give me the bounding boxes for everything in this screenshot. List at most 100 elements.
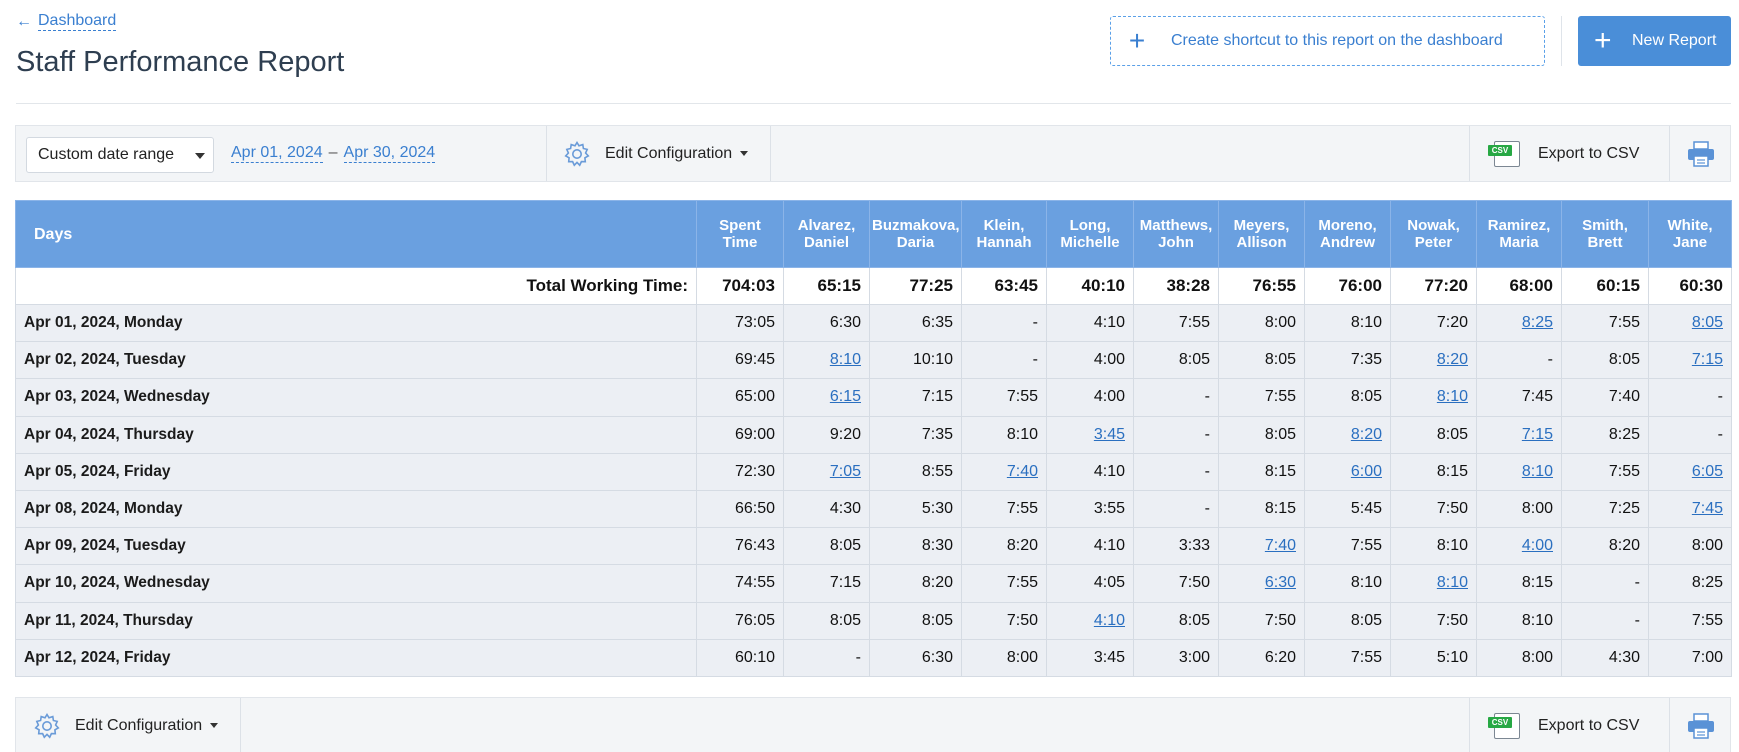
time-cell: 7:55 bbox=[1218, 378, 1305, 417]
total-row: Total Working Time: 704:03 65:15 77:25 63:4… bbox=[15, 267, 1732, 305]
staff-performance-table: Days Spent Time Alvarez, Daniel Buzmakova, Da… bbox=[15, 200, 1732, 677]
time-cell: 7:15 bbox=[1476, 415, 1562, 454]
report-toolbar-bottom: Edit Configuration CSV Export to CSV bbox=[15, 697, 1731, 752]
time-cell: 7:15 bbox=[1648, 341, 1732, 380]
export-csv-label: Export to CSV bbox=[1538, 716, 1640, 734]
time-cell: 7:35 bbox=[869, 415, 962, 454]
export-csv-label: Export to CSV bbox=[1538, 144, 1640, 162]
time-link[interactable]: 8:10 bbox=[1436, 574, 1468, 592]
column-header[interactable]: Smith, Brett bbox=[1561, 200, 1649, 268]
time-link[interactable]: 7:15 bbox=[1521, 425, 1553, 443]
time-cell: 76:05 bbox=[696, 601, 784, 640]
time-link[interactable]: 6:05 bbox=[1691, 462, 1723, 480]
time-cell: 66:50 bbox=[696, 489, 784, 529]
time-cell: - bbox=[961, 341, 1047, 380]
column-header[interactable]: Alvarez, Daniel bbox=[783, 200, 870, 268]
column-header[interactable]: Ramirez, Maria bbox=[1476, 200, 1562, 268]
time-link[interactable]: 8:10 bbox=[829, 351, 861, 369]
time-cell: 8:10 bbox=[1390, 378, 1477, 417]
total-cell: 38:28 bbox=[1133, 267, 1219, 305]
toolbar-divider bbox=[546, 126, 547, 181]
column-header[interactable]: Nowak, Peter bbox=[1390, 200, 1477, 268]
time-link[interactable]: 7:40 bbox=[1264, 537, 1296, 555]
gear-icon bbox=[34, 712, 60, 739]
create-shortcut-button[interactable]: + Create shortcut to this report on the … bbox=[1110, 16, 1545, 66]
column-header[interactable]: White, Jane bbox=[1648, 200, 1732, 268]
day-label: Apr 12, 2024, Friday bbox=[15, 638, 697, 677]
time-link[interactable]: 8:10 bbox=[1521, 462, 1553, 480]
toolbar-divider bbox=[1469, 698, 1470, 752]
caret-down-icon bbox=[740, 151, 749, 156]
time-cell: 8:05 bbox=[1304, 601, 1391, 640]
time-link[interactable]: 3:45 bbox=[1093, 425, 1125, 443]
time-cell: 7:55 bbox=[1304, 638, 1391, 677]
column-header[interactable]: Meyers, Allison bbox=[1218, 200, 1305, 268]
export-csv-button[interactable]: CSV Export to CSV bbox=[1488, 126, 1639, 181]
time-link[interactable]: 8:05 bbox=[1691, 314, 1723, 332]
time-cell: 7:05 bbox=[783, 452, 870, 491]
time-cell: 8:10 bbox=[1476, 601, 1562, 640]
time-link[interactable]: 7:05 bbox=[829, 462, 861, 480]
time-cell: 6:30 bbox=[783, 303, 870, 343]
toolbar-divider bbox=[770, 126, 771, 181]
time-cell: 7:55 bbox=[961, 489, 1047, 529]
column-header[interactable]: Long, Michelle bbox=[1046, 200, 1134, 268]
date-range-select[interactable]: Custom date range bbox=[26, 137, 214, 173]
page-title: Staff Performance Report bbox=[16, 46, 345, 78]
time-cell: 7:15 bbox=[783, 564, 870, 603]
print-button[interactable] bbox=[1671, 698, 1731, 752]
time-link[interactable]: 4:00 bbox=[1521, 537, 1553, 555]
table-row: Apr 09, 2024, Tuesday 76:43 8:05 8:30 8:20 4:… bbox=[15, 527, 1732, 566]
time-cell: 5:45 bbox=[1304, 489, 1391, 529]
edit-configuration-button[interactable]: Edit Configuration bbox=[563, 126, 749, 181]
time-link[interactable]: 6:15 bbox=[829, 388, 861, 406]
time-link[interactable]: 8:20 bbox=[1436, 351, 1468, 369]
export-csv-button[interactable]: CSV Export to CSV bbox=[1488, 698, 1639, 752]
time-cell: 4:30 bbox=[1561, 638, 1649, 677]
column-header[interactable]: Buzmakova, Daria bbox=[869, 200, 962, 268]
time-cell: 4:10 bbox=[1046, 452, 1134, 491]
print-button[interactable] bbox=[1671, 126, 1731, 181]
day-label: Apr 03, 2024, Wednesday bbox=[15, 378, 697, 417]
new-report-button[interactable]: + New Report bbox=[1578, 16, 1731, 66]
time-link[interactable]: 7:40 bbox=[1006, 462, 1038, 480]
time-cell: 8:10 bbox=[1390, 527, 1477, 566]
plus-icon: + bbox=[1128, 25, 1146, 56]
day-label: Apr 01, 2024, Monday bbox=[15, 303, 697, 343]
total-cell: 60:30 bbox=[1648, 267, 1732, 305]
time-cell: 7:55 bbox=[1561, 303, 1649, 343]
time-cell: 8:00 bbox=[1648, 527, 1732, 566]
time-cell: - bbox=[1561, 564, 1649, 603]
date-to-link[interactable]: Apr 30, 2024 bbox=[343, 144, 436, 163]
time-cell: - bbox=[1561, 601, 1649, 640]
time-link[interactable]: 7:15 bbox=[1691, 351, 1723, 369]
column-header[interactable]: Matthews, John bbox=[1133, 200, 1219, 268]
time-cell: 7:55 bbox=[1648, 601, 1732, 640]
column-header[interactable]: Spent Time bbox=[696, 200, 784, 268]
time-cell: 6:00 bbox=[1304, 452, 1391, 491]
time-cell: 7:55 bbox=[1561, 452, 1649, 491]
days-column-header[interactable]: Days bbox=[15, 200, 697, 268]
time-cell: 8:05 bbox=[1390, 415, 1477, 454]
total-cell: 40:10 bbox=[1046, 267, 1134, 305]
time-cell: 8:55 bbox=[869, 452, 962, 491]
time-cell: 9:20 bbox=[783, 415, 870, 454]
time-link[interactable]: 8:25 bbox=[1521, 314, 1553, 332]
date-from-link[interactable]: Apr 01, 2024 bbox=[231, 144, 323, 163]
time-cell: 7:50 bbox=[1390, 601, 1477, 640]
time-link[interactable]: 8:20 bbox=[1350, 425, 1382, 443]
back-to-dashboard-link[interactable]: ← Dashboard bbox=[16, 12, 117, 31]
column-header[interactable]: Klein, Hannah bbox=[961, 200, 1047, 268]
time-cell: 6:20 bbox=[1218, 638, 1305, 677]
back-link-label[interactable]: Dashboard bbox=[38, 12, 117, 31]
column-header-line: Matthews, bbox=[1139, 217, 1213, 234]
time-link[interactable]: 4:10 bbox=[1093, 611, 1125, 629]
time-link[interactable]: 7:45 bbox=[1691, 500, 1723, 518]
time-cell: 7:25 bbox=[1561, 489, 1649, 529]
time-link[interactable]: 6:00 bbox=[1350, 462, 1382, 480]
time-link[interactable]: 6:30 bbox=[1264, 574, 1296, 592]
column-header[interactable]: Moreno, Andrew bbox=[1304, 200, 1391, 268]
time-link[interactable]: 8:10 bbox=[1436, 388, 1468, 406]
edit-configuration-button[interactable]: Edit Configuration bbox=[33, 698, 219, 752]
column-header-line: Jane bbox=[1672, 234, 1708, 251]
